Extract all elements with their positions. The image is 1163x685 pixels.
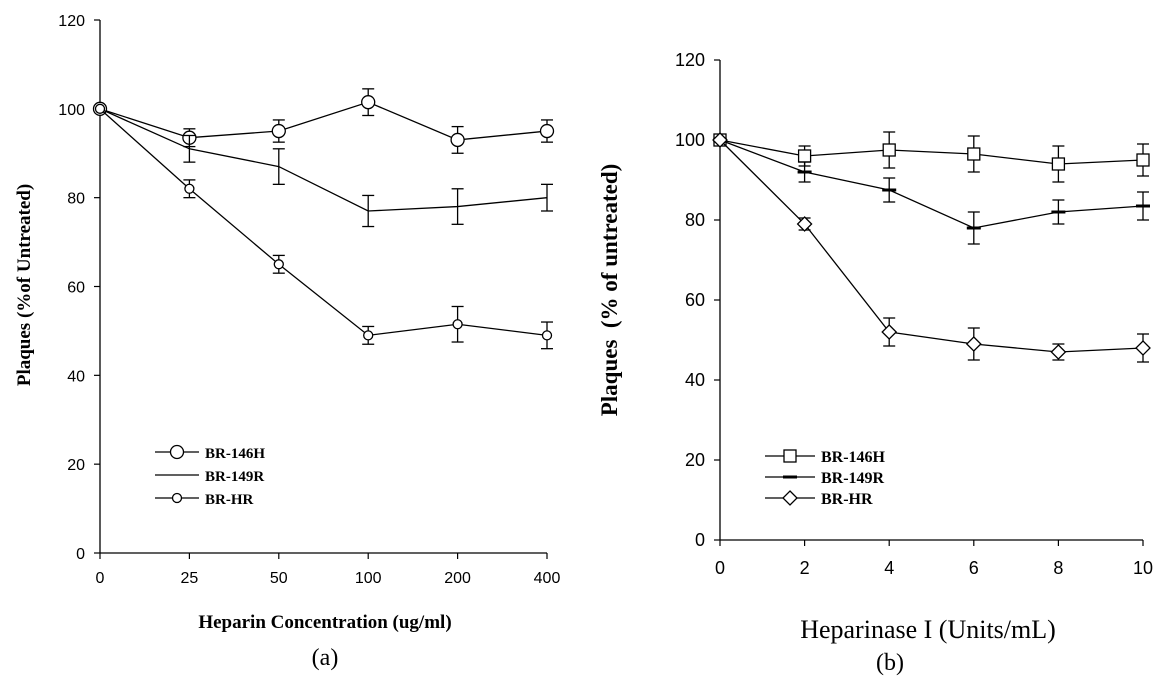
legend-marker	[169, 444, 185, 460]
y-tick-label: 60	[685, 290, 705, 310]
data-point	[450, 132, 465, 148]
data-point	[273, 259, 284, 270]
data-point	[965, 336, 982, 352]
data-point	[797, 149, 812, 163]
series-line	[99, 108, 548, 212]
data-point	[881, 324, 898, 340]
x-tick-label: 10	[1133, 558, 1153, 578]
data-point	[967, 147, 981, 161]
x-tick-label: 200	[444, 570, 471, 587]
series-line	[719, 139, 1144, 229]
legend: BR-146H BR-149R BR-HR	[765, 449, 886, 508]
legend-label: BR-HR	[821, 491, 873, 508]
data-point	[452, 319, 463, 330]
y-axis-title: Plaques (%of Untreated)	[14, 184, 35, 386]
y-tick-label: 100	[58, 102, 85, 119]
series-line	[99, 101, 548, 141]
legend-label: BR-146H	[821, 449, 886, 466]
x-tick-label: 4	[884, 558, 894, 578]
x-tick-label: 0	[715, 558, 725, 578]
data-point	[1136, 153, 1150, 167]
series-br-hr	[712, 132, 1151, 363]
x-tick-label: 25	[181, 570, 199, 587]
y-tick-label: 120	[675, 50, 705, 70]
panel-a-chart: 0 20 40 60 80 100 120 0 25 50 100 200 400 Heparin Con…	[14, 13, 560, 671]
legend-label: BR-149R	[205, 469, 264, 485]
y-tick-label: 20	[67, 457, 85, 474]
data-point	[363, 330, 374, 341]
series-br-146h	[92, 88, 555, 154]
legend-marker	[171, 492, 183, 504]
data-point	[541, 330, 553, 341]
y-tick-label: 0	[76, 546, 85, 563]
data-point	[1050, 344, 1067, 360]
y-tick-label: 60	[67, 280, 85, 297]
data-point	[1051, 157, 1066, 171]
legend-marker	[782, 490, 798, 506]
data-point	[539, 123, 555, 139]
x-tick-label: 6	[969, 558, 979, 578]
series-br-146h	[713, 131, 1150, 183]
legend-marker	[783, 449, 797, 463]
legend: BR-146H BR-149R BR-HR	[155, 444, 265, 508]
data-point	[184, 183, 195, 194]
panel-label: (a)	[312, 645, 339, 671]
y-tick-label: 40	[67, 368, 85, 385]
x-tick-label: 400	[534, 570, 561, 587]
data-point	[882, 143, 896, 157]
series-line	[719, 139, 1144, 353]
series-line	[99, 108, 548, 337]
legend-label: BR-HR	[205, 492, 254, 508]
y-axis-title: Plaques (% of untreated)	[597, 164, 622, 417]
y-tick-label: 80	[67, 191, 85, 208]
panel-b-chart: 0 20 40 60 80 100 120 0 2 4 6 8 10 Heparinase I (Unit…	[597, 50, 1153, 676]
y-tick-label: 100	[675, 130, 705, 150]
legend-label: BR-149R	[821, 470, 885, 487]
y-tick-label: 40	[685, 370, 705, 390]
data-point	[1135, 340, 1151, 356]
series-br-149r	[713, 138, 1150, 245]
data-point	[271, 123, 286, 139]
legend-label: BR-146H	[205, 446, 265, 462]
data-point	[712, 132, 728, 148]
x-tick-label: 8	[1053, 558, 1063, 578]
panel-label: (b)	[876, 650, 904, 676]
x-axis-title: Heparinase I (Units/mL)	[800, 615, 1056, 644]
series-line	[719, 139, 1144, 165]
x-axis-title: Heparin Concentration (ug/ml)	[198, 612, 451, 633]
y-tick-label: 80	[685, 210, 705, 230]
series-br-149r	[99, 108, 553, 228]
x-tick-label: 100	[355, 570, 382, 587]
x-tick-label: 0	[96, 570, 105, 587]
series-br-hr	[94, 103, 553, 350]
data-point	[796, 216, 813, 232]
y-tick-label: 120	[58, 13, 85, 30]
data-point	[361, 95, 376, 110]
x-tick-label: 2	[800, 558, 810, 578]
y-tick-label: 20	[685, 450, 705, 470]
y-tick-label: 0	[695, 530, 705, 550]
x-tick-label: 50	[270, 570, 288, 587]
data-point	[94, 103, 106, 114]
